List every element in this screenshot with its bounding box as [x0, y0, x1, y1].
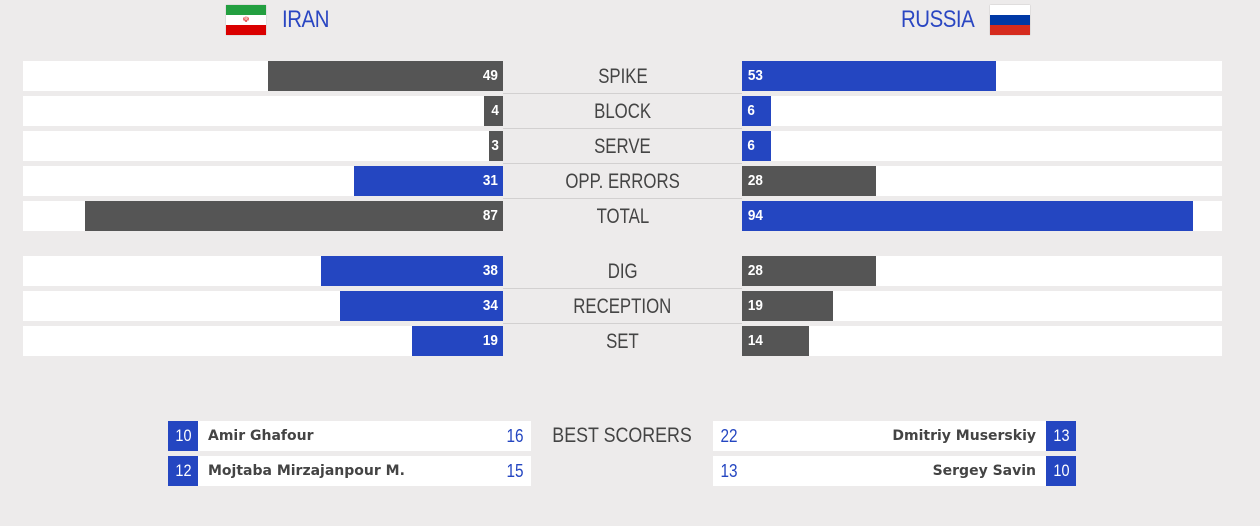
stat-row: 3 SERVE 6: [0, 131, 1260, 161]
team-name-right: RUSSIA: [900, 6, 975, 33]
player-name: Amir Ghafour: [208, 428, 314, 444]
stat-value-right: 53: [747, 67, 763, 84]
stat-track-left: 19: [23, 326, 503, 356]
stat-row: 19 SET 14: [0, 326, 1260, 356]
row-divider: [503, 198, 742, 199]
row-divider: [503, 323, 742, 324]
row-divider: [503, 93, 742, 94]
stat-row: 31 OPP. ERRORS 28: [0, 166, 1260, 196]
scorer-row-right: 10 Sergey Savin 13: [713, 456, 1076, 486]
jersey-number: 12: [168, 456, 198, 486]
stat-bar-left: 87: [85, 201, 503, 231]
stat-value-left: 31: [483, 172, 499, 189]
stat-row: 87 TOTAL 94: [0, 201, 1260, 231]
stat-bar-right: 94: [742, 201, 1193, 231]
stat-bar-left: 49: [268, 61, 503, 91]
stat-label: SET: [606, 330, 639, 353]
stat-value-left: 3: [491, 137, 499, 154]
stat-track-left: 3: [23, 131, 503, 161]
stat-label: OPP. ERRORS: [565, 170, 680, 193]
stat-bar-right: 6: [742, 131, 771, 161]
stat-track-right: 6: [742, 131, 1222, 161]
stat-track-right: 94: [742, 201, 1222, 231]
scorer-panel: [713, 456, 1046, 486]
scorer-row-left: 12 Mojtaba Mirzajanpour M. 15: [168, 456, 531, 486]
stat-bar-left: 38: [321, 256, 503, 286]
stat-track-left: 34: [23, 291, 503, 321]
stat-bar-left: 34: [340, 291, 503, 321]
stat-value-left: 49: [483, 67, 499, 84]
best-scorers-label: BEST SCORERS: [552, 424, 692, 447]
stat-track-left: 49: [23, 61, 503, 91]
iran-flag-icon: ☫: [226, 5, 266, 35]
player-points: 15: [506, 461, 524, 481]
stat-bar-right: 14: [742, 326, 809, 356]
row-divider: [503, 128, 742, 129]
stat-track-right: 53: [742, 61, 1222, 91]
team-header-iran: ☫ IRAN: [226, 4, 337, 36]
jersey-number: 10: [168, 421, 198, 451]
stat-track-right: 19: [742, 291, 1222, 321]
player-points: 22: [720, 426, 738, 446]
player-points: 16: [506, 426, 524, 446]
row-divider: [503, 163, 742, 164]
stat-label: DIG: [607, 260, 638, 283]
stat-label: SPIKE: [597, 65, 648, 88]
stat-value-right: 6: [747, 102, 755, 119]
stat-value-left: 87: [483, 207, 499, 224]
stat-label: TOTAL: [596, 205, 649, 228]
scorer-row-left: 10 Amir Ghafour 16: [168, 421, 531, 451]
stat-track-left: 4: [23, 96, 503, 126]
row-divider: [503, 288, 742, 289]
stat-track-left: 87: [23, 201, 503, 231]
stat-value-right: 28: [747, 262, 763, 279]
player-points: 13: [720, 461, 738, 481]
scorer-panel: [713, 421, 1046, 451]
stat-row: 34 RECEPTION 19: [0, 291, 1260, 321]
jersey-number: 13: [1046, 421, 1076, 451]
stat-value-left: 4: [491, 102, 499, 119]
stat-track-right: 14: [742, 326, 1222, 356]
scorer-row-right: 13 Dmitriy Muserskiy 22: [713, 421, 1076, 451]
stat-value-right: 19: [747, 297, 763, 314]
stat-bar-right: 53: [742, 61, 996, 91]
stat-bar-right: 19: [742, 291, 833, 321]
stat-value-right: 6: [747, 137, 755, 154]
stat-row: 38 DIG 28: [0, 256, 1260, 286]
stat-bar-right: 28: [742, 166, 876, 196]
stat-value-right: 14: [747, 332, 763, 349]
stat-track-right: 6: [742, 96, 1222, 126]
jersey-number: 10: [1046, 456, 1076, 486]
russia-flag-icon: [990, 5, 1030, 35]
stat-value-left: 38: [483, 262, 499, 279]
stat-row: 4 BLOCK 6: [0, 96, 1260, 126]
stat-bar-left: 19: [412, 326, 503, 356]
team-name-left: IRAN: [282, 6, 330, 33]
stat-bar-left: 31: [354, 166, 503, 196]
stat-label: SERVE: [594, 135, 651, 158]
stat-track-right: 28: [742, 166, 1222, 196]
stat-label: RECEPTION: [573, 295, 672, 318]
stat-value-left: 34: [483, 297, 499, 314]
stat-track-right: 28: [742, 256, 1222, 286]
stat-value-right: 94: [747, 207, 763, 224]
scorer-panel: [198, 421, 531, 451]
stat-label: BLOCK: [594, 100, 651, 123]
player-name: Dmitriy Muserskiy: [892, 428, 1036, 444]
stat-bar-left: 4: [484, 96, 503, 126]
stat-bar-left: 3: [489, 131, 503, 161]
stat-track-left: 31: [23, 166, 503, 196]
player-name: Mojtaba Mirzajanpour M.: [208, 463, 405, 479]
scorer-panel: [198, 456, 531, 486]
team-header-russia: RUSSIA: [888, 4, 1030, 36]
stat-row: 49 SPIKE 53: [0, 61, 1260, 91]
stat-value-right: 28: [747, 172, 763, 189]
stat-track-left: 38: [23, 256, 503, 286]
stat-bar-right: 6: [742, 96, 771, 126]
stat-value-left: 19: [483, 332, 499, 349]
player-name: Sergey Savin: [932, 463, 1036, 479]
stat-bar-right: 28: [742, 256, 876, 286]
